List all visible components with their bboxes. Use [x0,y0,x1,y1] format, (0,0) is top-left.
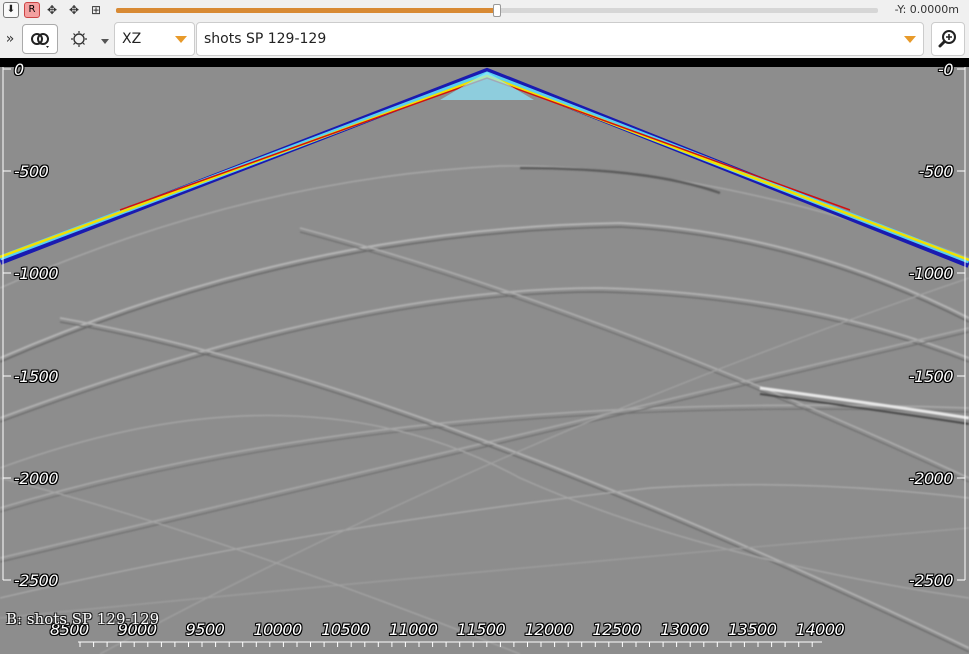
x-tick-label: 14000 [795,620,845,639]
light-button[interactable] [66,24,92,54]
reflection-events [0,165,969,654]
x-tick-label: 13500 [728,620,777,639]
grid-icon[interactable]: ⊞ [90,3,102,17]
top-strip: ⬇ R ✥ ✥ ⊞ -Y: 0.0000m [0,0,969,20]
move-icon[interactable]: ✥ [68,3,80,17]
zoom-icon [938,30,956,48]
light-icon [71,31,87,47]
r-button[interactable]: R [24,2,40,18]
light-dropdown-icon[interactable] [98,24,112,54]
pin-button[interactable]: ⬇ [3,2,19,18]
seismic-section [0,58,969,654]
expand-toolbar-button[interactable]: » [5,31,15,47]
depth-tick-label-left: 0 [14,60,24,79]
x-tick-label: 9500 [185,620,225,639]
x-tick-label: 8500 [50,620,89,639]
view-plane-value: XZ [122,31,142,47]
dataset-value: shots SP 129-129 [204,31,327,47]
depth-tick-label-left: -2500 [14,571,59,590]
link-icon [31,33,49,48]
x-tick-label: 12500 [592,620,641,639]
depth-tick-label-right: -1000 [909,264,954,283]
position-slider[interactable] [116,4,878,17]
depth-tick-label-right: -2000 [909,469,954,488]
viewer-top-bar [0,58,969,67]
x-tick-label: 12000 [524,620,574,639]
depth-tick-label-right: -1500 [909,367,954,386]
x-axis-ticks [78,641,822,647]
view-plane-chevron-icon [175,36,187,43]
crop-icon[interactable]: ✥ [46,3,58,17]
depth-tick-label-right: -2500 [909,571,954,590]
depth-tick-label-right: -500 [918,162,954,181]
viewer-toolbar: » XZ shots SP 129-129 [0,20,969,58]
seismic-viewer[interactable]: 0 -500 -1000 -1500 -2000 -2500 -0 -500 -1000 -15… [0,58,969,654]
depth-tick-label-right: -0 [938,60,953,79]
x-tick-label: 10500 [321,620,370,639]
depth-tick-label-left: -1000 [14,264,59,283]
depth-tick-label-left: -500 [14,162,49,181]
x-tick-label: 11500 [456,620,506,639]
dataset-chevron-icon [904,36,916,43]
x-tick-label: 9000 [117,620,157,639]
x-tick-label: 10000 [253,620,302,639]
x-axis-line [78,641,822,647]
slider-fill [116,8,497,13]
slider-handle[interactable] [493,4,501,17]
depth-axis-ticks [2,67,966,581]
zoom-button[interactable] [931,22,965,56]
dataset-overlay-label: B: shots SP 129-129 [6,610,160,628]
depth-tick-label-left: -2000 [14,469,59,488]
direct-wavefront [0,67,969,268]
depth-tick-label-left: -1500 [14,367,59,386]
link-button[interactable] [22,24,58,54]
dataset-select[interactable]: shots SP 129-129 [196,22,924,56]
y-readout: -Y: 0.0000m [894,3,959,16]
view-plane-select[interactable]: XZ [114,22,195,56]
x-tick-label: 13000 [660,620,709,639]
x-tick-label: 11000 [389,620,438,639]
